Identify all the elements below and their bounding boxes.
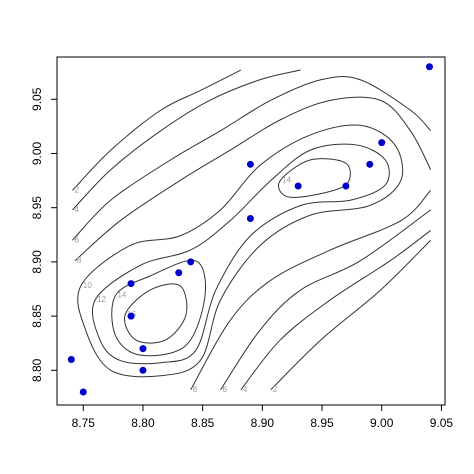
contour-label: 4	[75, 205, 80, 214]
point	[79, 388, 87, 396]
x-tick-label: 8.80	[131, 416, 155, 430]
contour-label: 2	[273, 385, 278, 394]
point	[294, 182, 302, 190]
point	[139, 366, 147, 374]
contour-line	[124, 283, 188, 344]
y-tick-label: 8.95	[30, 196, 44, 220]
point	[425, 63, 433, 71]
contour-label: 4	[243, 385, 248, 394]
contour-label: 12	[97, 295, 106, 304]
point	[342, 182, 350, 190]
contour-line	[72, 69, 301, 211]
contour-line	[270, 239, 432, 391]
y-tick-label: 9.05	[30, 87, 44, 111]
point	[139, 345, 147, 353]
contour-line	[74, 96, 432, 262]
contour-line	[72, 76, 432, 241]
contour-line	[190, 189, 432, 391]
x-tick-label: 8.75	[72, 416, 96, 430]
contour-label: 2	[75, 185, 80, 194]
y-tick-label: 9.00	[30, 141, 44, 165]
contour-label: 6	[223, 385, 228, 394]
contour-label: 8	[193, 385, 198, 394]
x-tick-label: 9.05	[430, 416, 454, 430]
contour-label: 10	[83, 281, 92, 290]
contour-line	[72, 69, 242, 191]
contour-line	[77, 124, 404, 378]
contour-label: 14	[282, 176, 291, 185]
contour-line	[220, 209, 431, 391]
y-tick-label: 8.85	[30, 304, 44, 328]
plot-frame	[56, 56, 446, 406]
contour-label: 6	[75, 235, 80, 244]
point	[187, 258, 195, 266]
contour-label: 8	[77, 256, 82, 265]
point	[366, 160, 374, 168]
y-tick-label: 8.90	[30, 250, 44, 274]
point	[127, 280, 135, 288]
point	[246, 160, 254, 168]
contour-line	[92, 143, 390, 365]
point	[246, 215, 254, 223]
contour-label: 14	[117, 291, 126, 300]
x-tick-label: 8.95	[310, 416, 334, 430]
contour-line	[111, 259, 207, 357]
x-tick-label: 8.90	[251, 416, 275, 430]
point	[127, 312, 135, 320]
point	[67, 355, 75, 363]
contour-line	[240, 230, 431, 391]
point	[378, 139, 386, 147]
x-tick-label: 9.00	[370, 416, 394, 430]
x-tick-label: 8.85	[191, 416, 215, 430]
point	[175, 269, 183, 277]
y-tick-label: 8.80	[30, 358, 44, 382]
